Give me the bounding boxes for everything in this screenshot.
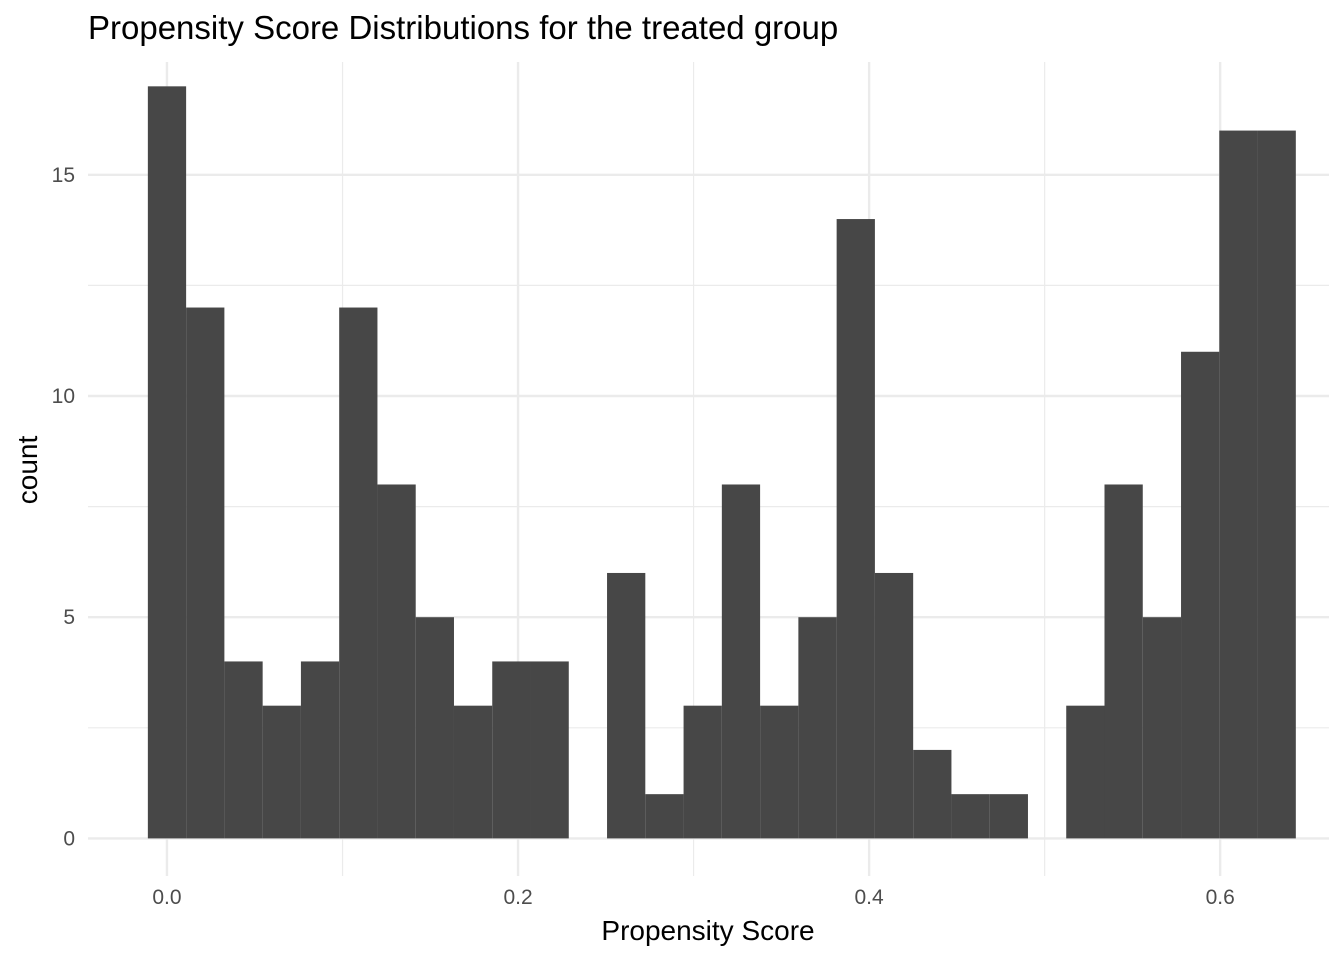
y-axis-tick-labels: 0 5 10 15 [52,164,75,851]
histogram-bar [1066,705,1105,839]
histogram-bar [1219,130,1258,839]
histogram-bar [339,307,378,839]
histogram-bars [147,86,1296,839]
histogram-bar [224,661,263,839]
histogram-bar [186,307,225,839]
chart-title: Propensity Score Distributions for the t… [88,9,838,46]
histogram-bar [415,617,454,839]
x-tick-label: 0.2 [503,886,532,909]
histogram-bar [607,572,646,839]
histogram-bar [760,705,799,839]
y-tick-label: 0 [63,827,75,850]
histogram-bar [377,484,416,839]
histogram-bar [1257,130,1296,839]
histogram-bar [874,572,914,839]
histogram-bar [836,219,875,839]
y-tick-label: 5 [63,606,75,629]
histogram-bar [1142,617,1182,839]
histogram-bar [530,661,569,839]
histogram-bar [645,794,684,839]
histogram-bar [1104,484,1143,839]
x-tick-label: 0.0 [152,886,181,909]
histogram-bar [492,661,531,839]
histogram-bar [300,661,340,839]
histogram-bar [453,705,493,839]
histogram-bar [683,705,722,839]
histogram-bar [1181,351,1220,839]
x-axis-tick-labels: 0.0 0.2 0.4 0.6 [152,886,1234,909]
histogram-bar [262,705,301,839]
y-tick-label: 10 [52,385,75,408]
histogram-bar [989,794,1028,839]
histogram-bar [913,749,952,839]
histogram-bar [951,794,990,839]
histogram-bar [147,86,187,839]
x-tick-label: 0.6 [1206,886,1235,909]
x-axis-title: Propensity Score [601,915,814,946]
y-axis-title: count [12,436,43,505]
x-tick-label: 0.4 [855,886,885,909]
y-tick-label: 15 [52,164,75,187]
histogram-bar [798,617,837,839]
histogram-bar [721,484,761,839]
